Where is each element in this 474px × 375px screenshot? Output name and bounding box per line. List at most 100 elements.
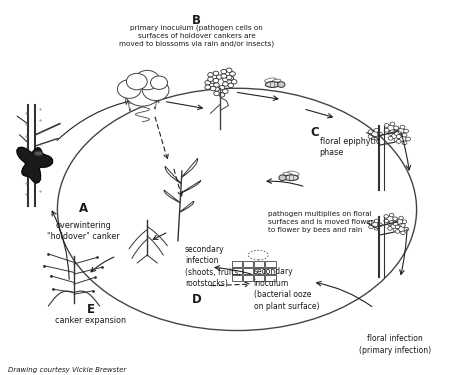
Circle shape	[393, 217, 398, 221]
Circle shape	[396, 219, 403, 224]
Circle shape	[391, 224, 397, 229]
Circle shape	[372, 222, 378, 227]
Bar	[231, 268, 242, 274]
Bar	[254, 268, 264, 274]
Circle shape	[393, 221, 398, 224]
Circle shape	[398, 134, 402, 138]
Circle shape	[402, 220, 407, 224]
Circle shape	[389, 213, 394, 217]
Circle shape	[387, 125, 394, 131]
Circle shape	[397, 128, 404, 134]
Text: E: E	[86, 303, 94, 316]
Circle shape	[404, 227, 409, 231]
Circle shape	[125, 78, 160, 106]
Circle shape	[219, 93, 225, 97]
Circle shape	[374, 219, 379, 223]
Text: overwintering
"holdover" canker: overwintering "holdover" canker	[47, 220, 120, 241]
Circle shape	[205, 81, 210, 85]
Circle shape	[388, 132, 393, 135]
Bar	[231, 275, 242, 281]
Circle shape	[401, 231, 405, 235]
Ellipse shape	[34, 151, 43, 156]
Circle shape	[227, 68, 232, 72]
Circle shape	[135, 70, 159, 90]
Circle shape	[388, 136, 393, 140]
Circle shape	[227, 75, 232, 80]
Circle shape	[213, 71, 219, 76]
Circle shape	[127, 74, 147, 90]
Text: canker expansion: canker expansion	[55, 316, 126, 325]
Circle shape	[368, 135, 373, 138]
Circle shape	[279, 175, 286, 181]
Circle shape	[210, 86, 216, 91]
Circle shape	[208, 72, 213, 77]
Text: D: D	[192, 293, 202, 306]
Bar	[265, 275, 275, 281]
Circle shape	[388, 226, 392, 230]
Circle shape	[214, 87, 219, 91]
Circle shape	[222, 89, 228, 93]
Circle shape	[221, 69, 227, 74]
Circle shape	[151, 76, 167, 89]
Bar	[265, 261, 275, 267]
Circle shape	[210, 79, 216, 84]
Text: Drawing courtesy Vickie Brewster: Drawing courtesy Vickie Brewster	[8, 367, 126, 373]
Text: floral epiphytic
phase: floral epiphytic phase	[319, 137, 380, 157]
Circle shape	[384, 128, 389, 132]
Circle shape	[228, 76, 234, 80]
Polygon shape	[17, 147, 53, 183]
Circle shape	[369, 225, 374, 229]
Ellipse shape	[284, 175, 298, 181]
Circle shape	[391, 133, 399, 139]
Ellipse shape	[288, 171, 299, 176]
Text: A: A	[79, 202, 88, 215]
Circle shape	[393, 217, 397, 220]
Circle shape	[395, 230, 400, 233]
Circle shape	[393, 126, 399, 130]
Ellipse shape	[283, 172, 292, 176]
Bar	[243, 268, 253, 274]
Circle shape	[406, 137, 410, 141]
Circle shape	[400, 125, 405, 129]
Circle shape	[389, 220, 394, 224]
Circle shape	[394, 130, 399, 134]
Circle shape	[143, 80, 169, 100]
Bar	[231, 261, 242, 267]
Circle shape	[118, 80, 141, 98]
Circle shape	[394, 127, 399, 130]
Circle shape	[225, 71, 231, 76]
Circle shape	[397, 224, 401, 228]
Circle shape	[226, 79, 233, 84]
Text: B: B	[192, 14, 201, 27]
Text: pathogen multiplies on floral
surfaces and is moved flower
to flower by bees and: pathogen multiplies on floral surfaces a…	[268, 211, 374, 233]
Circle shape	[402, 133, 407, 137]
Circle shape	[404, 129, 409, 133]
Circle shape	[219, 86, 225, 90]
Circle shape	[390, 130, 395, 134]
Circle shape	[393, 228, 398, 232]
Circle shape	[208, 77, 213, 81]
Circle shape	[205, 85, 210, 89]
Circle shape	[402, 141, 407, 145]
Circle shape	[230, 72, 235, 76]
Circle shape	[369, 220, 374, 224]
Circle shape	[368, 130, 373, 134]
Circle shape	[399, 224, 403, 227]
Circle shape	[214, 91, 219, 96]
Bar	[254, 275, 264, 281]
Circle shape	[228, 83, 234, 88]
Bar	[265, 268, 275, 274]
Circle shape	[399, 136, 407, 142]
Bar	[254, 261, 264, 267]
Circle shape	[384, 123, 389, 128]
Circle shape	[394, 132, 399, 135]
Circle shape	[213, 78, 219, 83]
Text: secondary
infection
(shoots, fruits,
rootstocks): secondary infection (shoots, fruits, roo…	[185, 245, 241, 288]
Circle shape	[400, 133, 405, 137]
Circle shape	[398, 226, 405, 232]
Circle shape	[209, 82, 215, 87]
Circle shape	[371, 131, 378, 137]
Circle shape	[374, 226, 379, 230]
Circle shape	[223, 82, 228, 86]
Circle shape	[374, 136, 379, 140]
